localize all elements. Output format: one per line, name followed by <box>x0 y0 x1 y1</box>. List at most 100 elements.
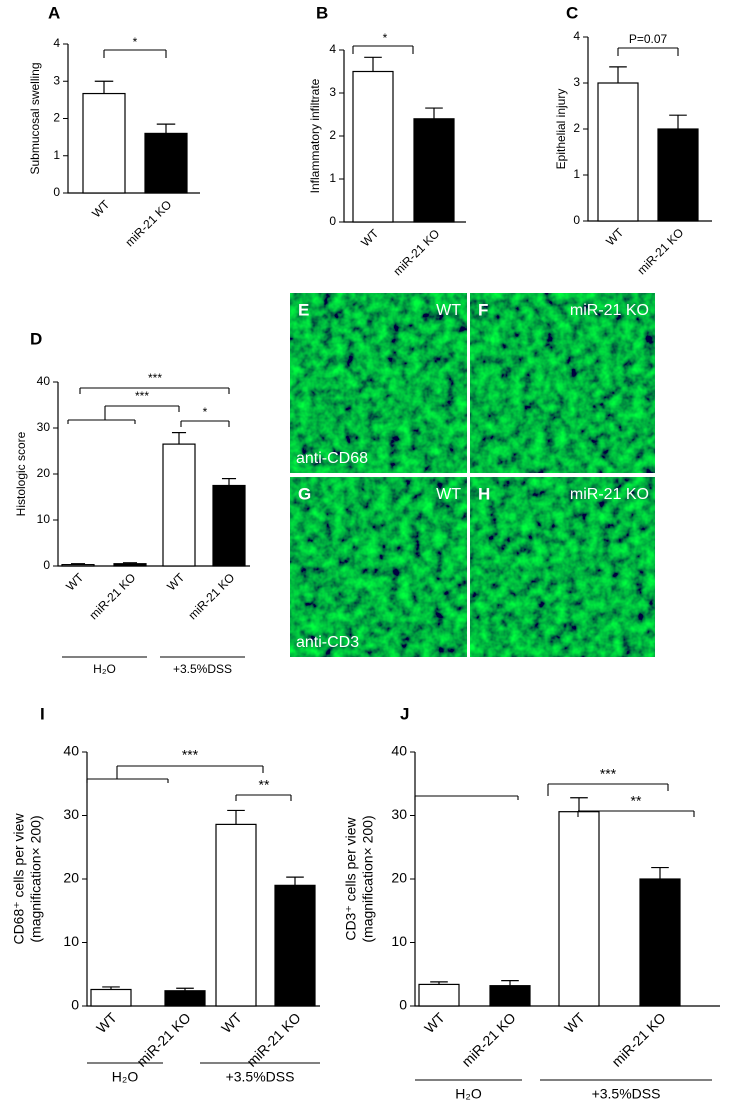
y-tick-label: 4 <box>329 42 336 56</box>
bar <box>558 811 600 1007</box>
y-tick-label: 40 <box>391 743 407 759</box>
y-tick-label: 0 <box>573 213 580 227</box>
bar <box>657 128 699 222</box>
annotation: *** <box>148 371 162 385</box>
group-label: H₂O <box>455 1086 482 1102</box>
image-stain: anti-CD3 <box>296 634 359 651</box>
x-tick-label: miR-21 KO <box>186 570 238 622</box>
y-tick-label: 2 <box>329 128 336 142</box>
y-tick-label: 3 <box>573 75 580 89</box>
y-tick-label: 0 <box>71 997 79 1013</box>
y-tick-label: 2 <box>573 121 580 135</box>
annotation: * <box>383 31 388 45</box>
annotation: *** <box>135 389 149 403</box>
y-tick-label: 10 <box>63 933 79 949</box>
y-tick-label: 20 <box>37 466 51 480</box>
bar <box>489 985 531 1007</box>
group-label: +3.5%DSS <box>173 662 232 676</box>
y-axis-label: Epithelial injury <box>554 89 568 170</box>
y-tick-label: 0 <box>43 558 50 572</box>
y-tick-label: 3 <box>53 73 60 87</box>
y-axis-label: CD68⁺ cells per view <box>11 813 27 945</box>
y-tick-label: 20 <box>63 870 79 886</box>
x-tick-label: miR-21 KO <box>635 225 687 277</box>
y-tick-label: 0 <box>329 214 336 228</box>
image-stain: anti-CD68 <box>296 450 368 467</box>
panel-letter: I <box>40 704 45 723</box>
x-tick-label: miR-21 KO <box>123 197 175 249</box>
x-tick-label: WT <box>218 1009 245 1036</box>
image-letter: H <box>478 484 490 503</box>
bar <box>418 983 460 1007</box>
y-axis-label: (magnification× 200) <box>28 815 44 942</box>
y-tick-label: 4 <box>573 29 580 43</box>
x-tick-label: WT <box>164 570 188 594</box>
annotation: * <box>133 35 138 49</box>
bar <box>215 823 257 1007</box>
bar <box>597 82 639 222</box>
annotation: * <box>203 405 208 419</box>
group-label: H₂O <box>93 662 116 676</box>
y-tick-label: 3 <box>329 85 336 99</box>
annotation: P=0.07 <box>629 32 668 46</box>
y-tick-label: 20 <box>391 870 407 886</box>
y-tick-label: 2 <box>53 111 60 125</box>
bar <box>212 484 246 567</box>
x-tick-label: WT <box>63 570 87 594</box>
y-tick-label: 1 <box>329 171 336 185</box>
bar <box>274 884 316 1007</box>
bar <box>61 564 95 567</box>
bar <box>144 132 188 194</box>
y-axis-label: Submucosal swelling <box>28 62 42 174</box>
group-label: +3.5%DSS <box>226 1069 295 1085</box>
x-tick-label: WT <box>561 1009 588 1036</box>
image-letter: E <box>298 300 309 319</box>
y-tick-label: 1 <box>53 148 60 162</box>
x-tick-label: WT <box>603 225 627 249</box>
image-label: WT <box>436 302 461 319</box>
y-tick-label: 30 <box>37 420 51 434</box>
y-tick-label: 1 <box>573 167 580 181</box>
y-tick-label: 30 <box>391 806 407 822</box>
annotation: ** <box>631 793 642 809</box>
x-tick-label: miR-21 KO <box>391 226 443 278</box>
micrograph-texture <box>290 477 467 657</box>
y-tick-label: 0 <box>53 185 60 199</box>
y-axis-label: Inflammatory infiltrate <box>308 78 322 193</box>
panel-letter: B <box>316 3 328 22</box>
bar <box>413 118 455 223</box>
bar <box>352 70 394 223</box>
y-axis-label: (magnification× 200) <box>360 815 376 942</box>
image-letter: F <box>478 300 488 319</box>
x-tick-label: miR-21 KO <box>608 1009 668 1069</box>
x-tick-label: WT <box>89 197 113 221</box>
micrograph-texture <box>470 293 655 473</box>
bar <box>82 92 126 194</box>
y-tick-label: 30 <box>63 806 79 822</box>
image-label: WT <box>436 486 461 503</box>
bar <box>113 563 147 567</box>
bar <box>90 988 132 1007</box>
y-tick-label: 4 <box>53 36 60 50</box>
panel-letter: C <box>566 3 578 22</box>
y-tick-label: 0 <box>399 997 407 1013</box>
group-label: H₂O <box>112 1069 139 1085</box>
x-tick-label: miR-21 KO <box>87 570 139 622</box>
x-tick-label: miR-21 KO <box>458 1009 518 1069</box>
y-tick-label: 40 <box>37 374 51 388</box>
micrograph-texture <box>470 477 655 657</box>
panel-letter: D <box>30 329 42 348</box>
annotation: *** <box>600 766 617 782</box>
panel-letter: A <box>48 3 60 22</box>
annotation: *** <box>182 747 199 763</box>
micrograph-texture <box>290 293 467 473</box>
bar <box>162 443 196 567</box>
panel-letter: J <box>400 704 409 723</box>
y-tick-label: 40 <box>63 743 79 759</box>
x-tick-label: miR-21 KO <box>133 1009 193 1069</box>
group-label: +3.5%DSS <box>592 1086 661 1102</box>
y-tick-label: 10 <box>391 933 407 949</box>
y-tick-label: 10 <box>37 512 51 526</box>
x-tick-label: WT <box>93 1009 120 1036</box>
